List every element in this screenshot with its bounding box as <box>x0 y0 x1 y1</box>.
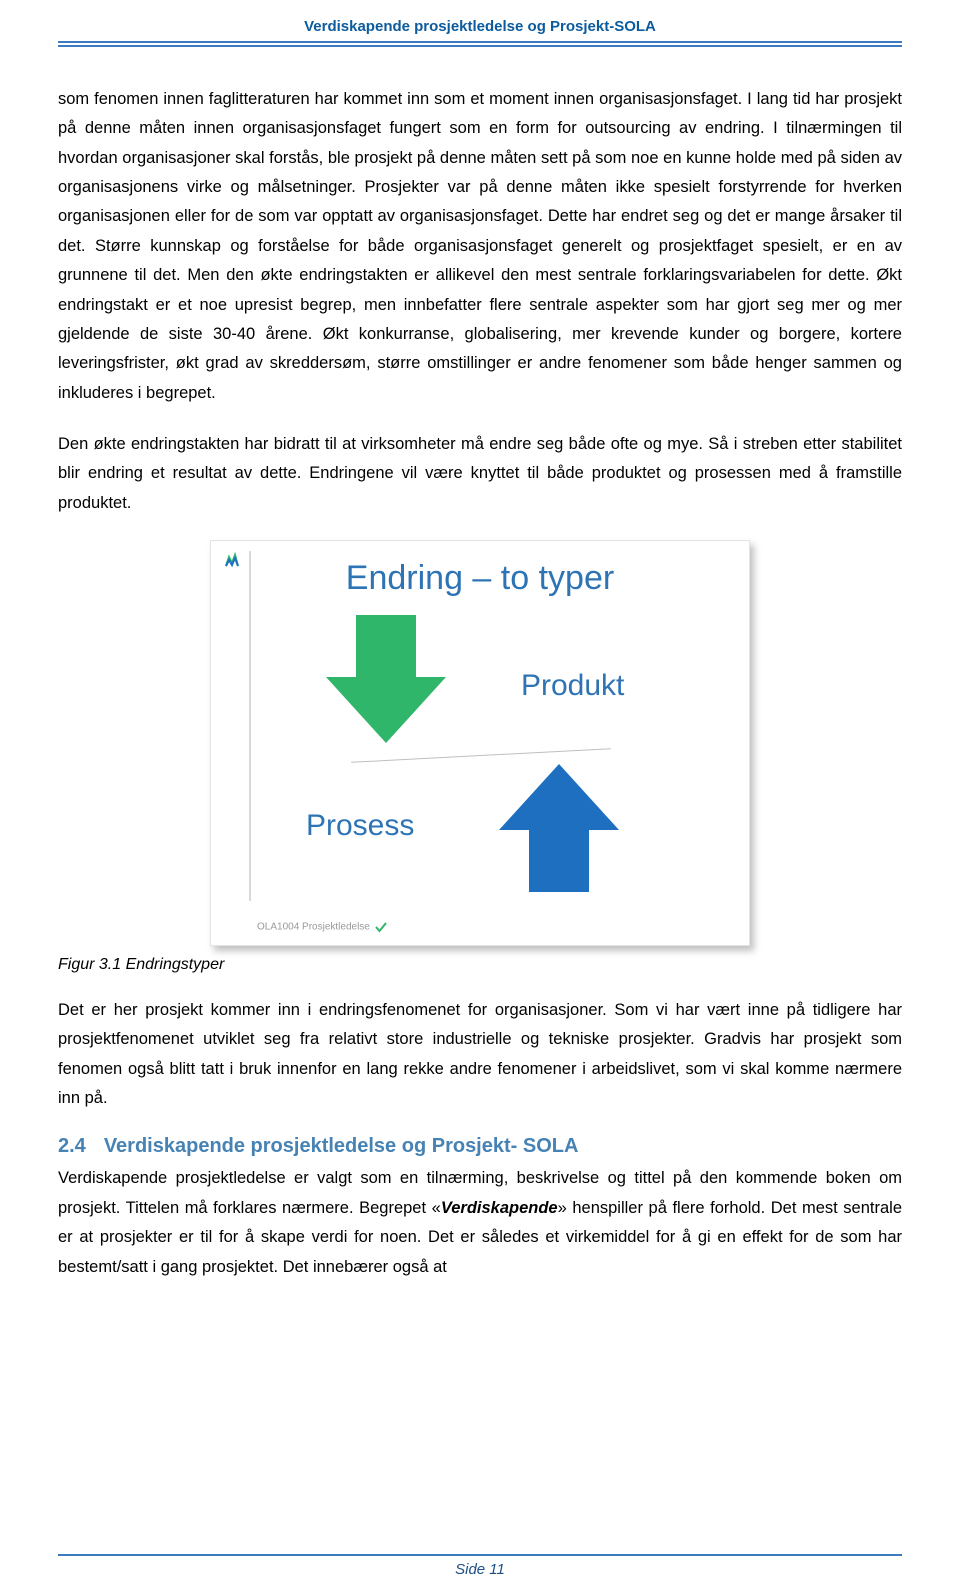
slide-footer-text: OLA1004 Prosjektledelse <box>257 921 387 933</box>
header-rule <box>58 45 902 47</box>
paragraph-2: Den økte endringstakten har bidratt til … <box>58 430 902 518</box>
figure-caption: Figur 3.1 Endringstyper <box>58 956 902 974</box>
section-title: Verdiskapende prosjektledelse og Prosjek… <box>104 1135 579 1157</box>
footer-rule <box>58 1554 902 1556</box>
slide-center-line <box>351 748 611 763</box>
body-text: som fenomen innen faglitteraturen har ko… <box>58 85 902 518</box>
arrow-down-icon <box>326 615 446 748</box>
section-number: 2.4 <box>58 1135 86 1157</box>
document-header: Verdiskapende prosjektledelse og Prosjek… <box>58 18 902 43</box>
body-text-3: Verdiskapende prosjektledelse er valgt s… <box>58 1164 902 1281</box>
page-footer: Side 11 <box>0 1554 960 1578</box>
section-heading-2-4: 2.4 Verdiskapende prosjektledelse og Pros… <box>58 1135 902 1158</box>
checkmark-icon <box>375 921 387 933</box>
arrow-up-icon <box>499 764 619 897</box>
paragraph-3: Det er her prosjekt kommer inn i endring… <box>58 996 902 1113</box>
figure-container: Endring – to typer Produkt Prosess OLA10… <box>58 540 902 946</box>
slide-vertical-rule <box>249 551 251 901</box>
paragraph-1: som fenomen innen faglitteraturen har ko… <box>58 85 902 408</box>
slide-endring-typer: Endring – to typer Produkt Prosess OLA10… <box>210 540 750 946</box>
page-number: Side 11 <box>0 1561 960 1578</box>
slide-title: Endring – to typer <box>211 559 749 598</box>
slide-label-prosess: Prosess <box>306 809 414 843</box>
body-text-2: Det er her prosjekt kommer inn i endring… <box>58 996 902 1113</box>
slide-label-produkt: Produkt <box>521 669 624 703</box>
slide-footer-course: OLA1004 Prosjektledelse <box>257 922 370 933</box>
paragraph-4: Verdiskapende prosjektledelse er valgt s… <box>58 1164 902 1281</box>
